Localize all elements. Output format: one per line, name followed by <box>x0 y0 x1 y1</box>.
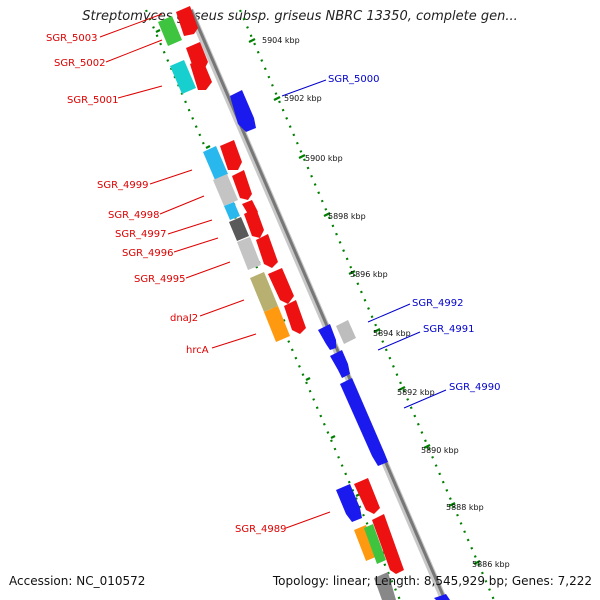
tick-label-5902: 5902 kbp <box>284 94 322 103</box>
gene-arrow-red-5[interactable] <box>232 170 252 200</box>
tick-label-5898: 5898 kbp <box>328 212 366 221</box>
gene-arrow-red-7[interactable] <box>244 208 264 238</box>
gene-label-sgr4998[interactable]: SGR_4998 <box>108 210 160 221</box>
tick-label-5900: 5900 kbp <box>305 154 343 163</box>
gene-block-sgr5001[interactable] <box>170 60 196 94</box>
right-gene-labels: SGR_5000 SGR_4992 SGR_4991 SGR_4990 <box>328 74 501 393</box>
gene-block-bottom-green[interactable] <box>364 524 386 564</box>
ruler-ticks <box>248 38 481 565</box>
gene-arrow-sgr5000[interactable] <box>230 90 256 132</box>
gene-label-sgr4990[interactable]: SGR_4990 <box>449 382 501 393</box>
gene-block-sgr4999[interactable] <box>203 146 228 180</box>
left-gene-labels: SGR_5003 SGR_5002 SGR_5001 SGR_4999 SGR_… <box>46 33 287 535</box>
gene-label-sgr4996[interactable]: SGR_4996 <box>122 248 174 259</box>
left-leader-lines <box>99 13 331 529</box>
ruler-tick-labels: 5904 kbp 5902 kbp 5900 kbp 5898 kbp 5896… <box>262 36 510 569</box>
gene-label-sgr5000[interactable]: SGR_5000 <box>328 74 380 85</box>
tick-label-5896: 5896 kbp <box>350 270 388 279</box>
gene-label-sgr5002[interactable]: SGR_5002 <box>54 58 106 69</box>
gene-label-sgr4997[interactable]: SGR_4997 <box>115 229 167 240</box>
gene-label-sgr4992[interactable]: SGR_4992 <box>412 298 464 309</box>
gene-label-sgr5001[interactable]: SGR_5001 <box>67 95 119 106</box>
gene-label-hrca[interactable]: hrcA <box>186 345 209 356</box>
gene-arrow-red-8[interactable] <box>256 234 278 268</box>
gene-arrow-sgr4992[interactable] <box>318 324 336 350</box>
gene-arrow-red-4[interactable] <box>220 140 242 170</box>
gene-arrow-red-1[interactable] <box>176 6 198 36</box>
gene-label-sgr5003[interactable]: SGR_5003 <box>46 33 98 44</box>
gene-arrow-red-12[interactable] <box>372 514 404 574</box>
gene-label-sgr4991[interactable]: SGR_4991 <box>423 324 475 335</box>
tick-label-5904: 5904 kbp <box>262 36 300 45</box>
accession-text: Accession: NC_010572 <box>9 574 146 588</box>
tick-label-5886: 5886 kbp <box>472 560 510 569</box>
red-gene-arrows <box>176 6 404 574</box>
gene-arrow-red-11[interactable] <box>354 478 380 514</box>
gene-arrow-bottom-blue[interactable] <box>434 594 450 600</box>
gene-arrow-red-10[interactable] <box>284 300 306 334</box>
genome-summary-text: Topology: linear; Length: 8,545,929 bp; … <box>272 574 592 588</box>
gene-block-sgr4998b[interactable] <box>224 202 240 220</box>
gene-arrow-red-3[interactable] <box>190 58 212 90</box>
gene-block-sgr4992-grey[interactable] <box>336 320 356 344</box>
gene-label-sgr4999[interactable]: SGR_4999 <box>97 180 149 191</box>
gene-label-sgr4989[interactable]: SGR_4989 <box>235 524 287 535</box>
tick-label-5894: 5894 kbp <box>373 329 411 338</box>
gene-block-sgr4996[interactable] <box>237 237 261 270</box>
gene-block-sgr4998[interactable] <box>213 174 238 206</box>
gene-arrow-red-9[interactable] <box>268 268 294 304</box>
gene-arrow-sgr4990[interactable] <box>340 378 388 466</box>
gene-block-hrca[interactable] <box>264 306 290 342</box>
genome-backbone-shade <box>189 9 447 600</box>
gene-arrow-sgr4991[interactable] <box>330 350 350 378</box>
gene-label-sgr4995[interactable]: SGR_4995 <box>134 274 186 285</box>
gene-label-dnaj2[interactable]: dnaJ2 <box>170 313 198 324</box>
gene-block-sgr4997[interactable] <box>229 217 249 241</box>
gene-block-bottom-orange[interactable] <box>354 525 378 561</box>
gene-block-bottom-grey[interactable] <box>374 572 396 600</box>
tick-label-5890: 5890 kbp <box>421 446 459 455</box>
blue-gene-arrows <box>230 90 450 600</box>
gene-block-sgr5003[interactable] <box>158 16 182 46</box>
gene-arrow-sgr4989[interactable] <box>336 484 362 522</box>
tick-label-5892: 5892 kbp <box>397 388 435 397</box>
gene-block-dnaj2[interactable] <box>250 272 278 312</box>
left-track-genes <box>158 16 396 600</box>
right-leader-lines <box>281 79 447 409</box>
tick-label-5888: 5888 kbp <box>446 503 484 512</box>
